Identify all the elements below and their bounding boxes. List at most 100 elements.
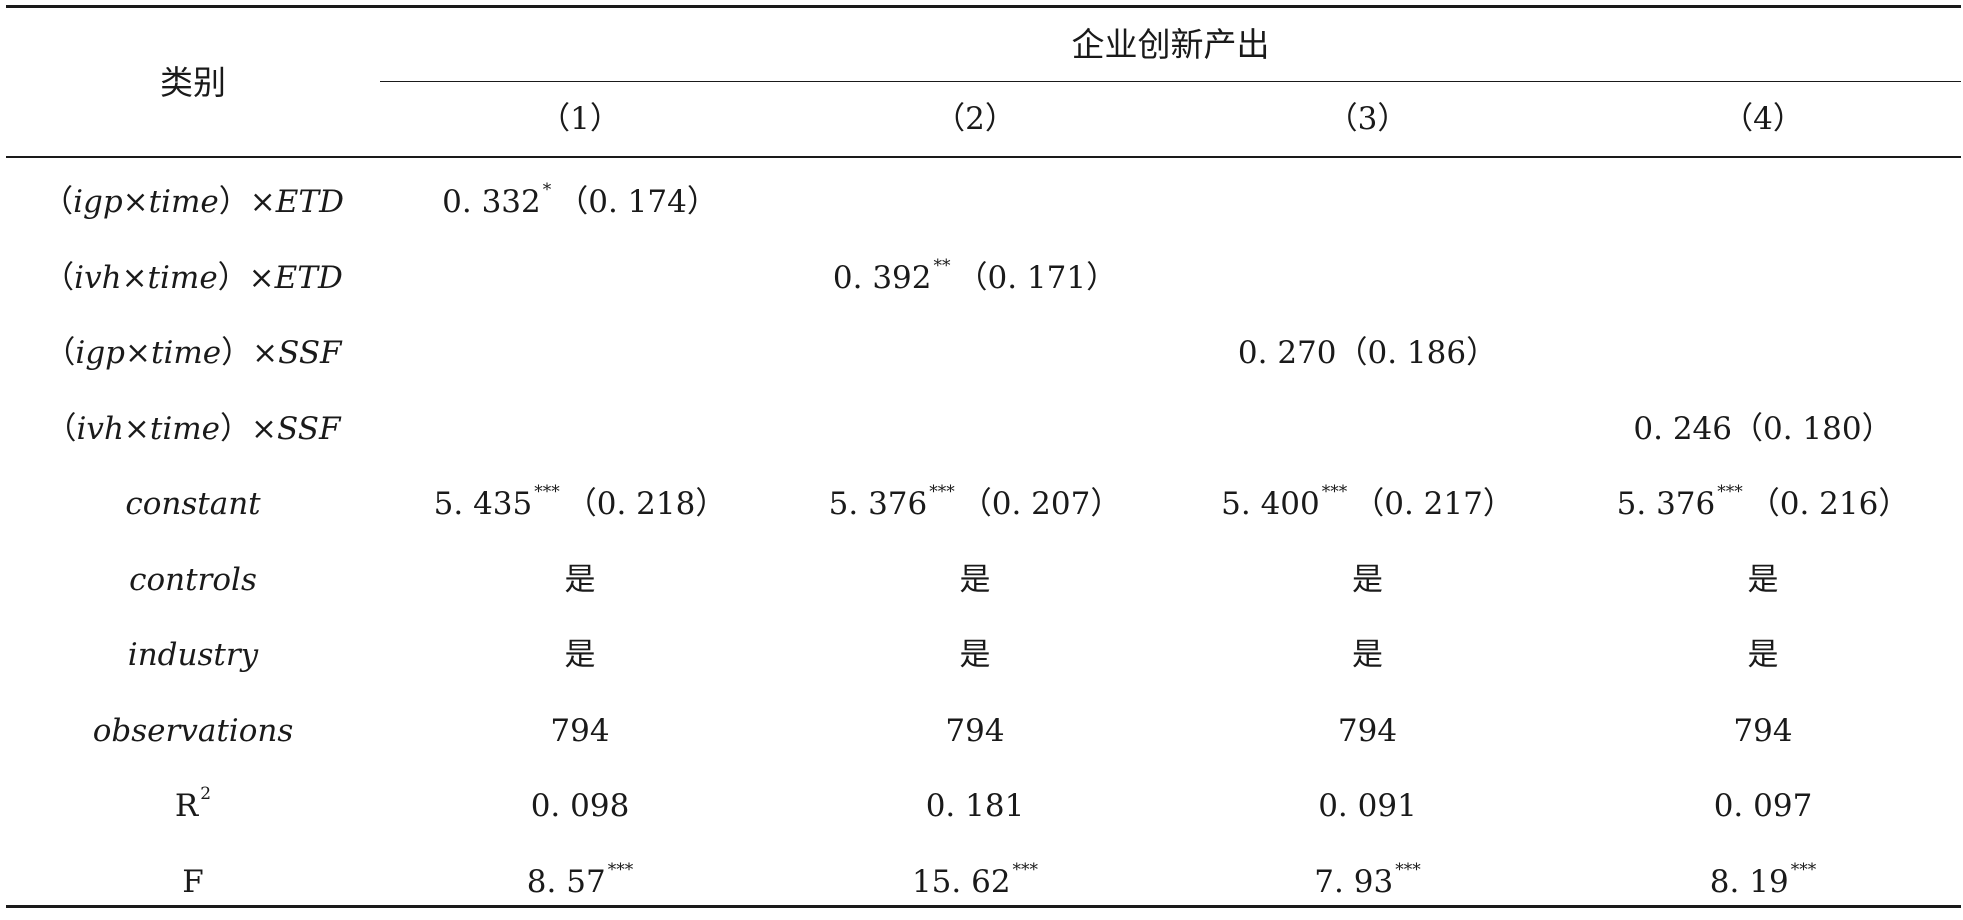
significance-stars: *** <box>1013 862 1039 879</box>
cell-value: 15. 62 <box>912 867 1011 898</box>
row-label-part: time <box>151 338 221 369</box>
row-label-part: （ <box>46 414 77 445</box>
header-category: 类别 <box>6 8 380 156</box>
table-cell: 0. 091 <box>1170 769 1565 845</box>
row-label-part: × <box>125 338 151 369</box>
cell-value: 是 <box>960 640 991 671</box>
table-cell: 8. 57*** <box>380 845 780 920</box>
standard-error: （0. 217） <box>1353 489 1514 520</box>
cell-value: 5. 376 <box>829 489 928 520</box>
row-label-part: igp <box>75 338 125 369</box>
cell-value: 7. 93 <box>1314 867 1393 898</box>
row-label: F <box>6 845 380 920</box>
cell-value: 5. 400 <box>1221 489 1320 520</box>
row-label: （ivh×time）×ETD <box>6 241 380 317</box>
row-label: （ivh×time）×SSF <box>6 392 380 468</box>
header-col-3: （3） <box>1170 82 1565 156</box>
cell-value: 8. 19 <box>1710 867 1789 898</box>
standard-error: （0. 218） <box>566 489 727 520</box>
row-label-part: （ <box>43 263 74 294</box>
cell-value: 0. 181 <box>926 791 1025 822</box>
table-cell: 5. 376***（0. 207） <box>780 467 1170 543</box>
row-label-part: ） <box>221 338 252 369</box>
table-cell: 794 <box>380 694 780 770</box>
cell-value: 0. 270 <box>1238 338 1337 369</box>
row-label-part: × <box>123 187 149 218</box>
row-label-part: × <box>122 263 148 294</box>
significance-stars: *** <box>608 862 634 879</box>
table-cell: 15. 62*** <box>780 845 1170 920</box>
row-label-part: × <box>124 414 150 445</box>
table-cell: 0. 098 <box>380 769 780 845</box>
row-label-text: observations <box>93 716 294 747</box>
row-label-part: igp <box>73 187 123 218</box>
row-label-part: time <box>150 414 220 445</box>
row-label-part: × <box>252 338 278 369</box>
table-cell: 是 <box>780 618 1170 694</box>
cell-value: 是 <box>565 565 596 596</box>
row-label: （igp×time）×SSF <box>6 316 380 392</box>
table-cell: 0. 097 <box>1565 769 1961 845</box>
table-cell: 0. 270（0. 186） <box>1170 316 1565 392</box>
cell-value: 是 <box>1352 640 1383 671</box>
table-cell: 7. 93*** <box>1170 845 1565 920</box>
row-label-part: ivh <box>74 263 121 294</box>
cell-value: 是 <box>1352 565 1383 596</box>
row-label-part: × <box>249 263 275 294</box>
row-label-text: R <box>175 791 198 822</box>
cell-value: 是 <box>1748 640 1779 671</box>
table-cell: 794 <box>1170 694 1565 770</box>
standard-error: （0. 180） <box>1732 414 1893 445</box>
row-label-text: F <box>182 867 204 898</box>
table-cell: 是 <box>1565 543 1961 619</box>
table-cell: 0. 246（0. 180） <box>1565 392 1961 468</box>
row-label-part: × <box>250 187 276 218</box>
significance-stars: *** <box>1322 484 1348 501</box>
cell-value: 794 <box>945 716 1004 747</box>
row-label-part: SSF <box>277 414 340 445</box>
row-label-text: industry <box>128 640 258 671</box>
significance-stars: *** <box>1717 484 1743 501</box>
cell-value: 0. 091 <box>1318 791 1417 822</box>
row-label: observations <box>6 694 380 770</box>
row-label: （igp×time）×ETD <box>6 165 380 241</box>
row-label: industry <box>6 618 380 694</box>
row-label-text: constant <box>125 489 260 520</box>
cell-value: 0. 097 <box>1714 791 1813 822</box>
row-label-part: ） <box>218 263 249 294</box>
header-col-1: （1） <box>380 82 780 156</box>
row-label-part: （ <box>44 338 75 369</box>
significance-stars: * <box>543 182 552 199</box>
table-cell: 8. 19*** <box>1565 845 1961 920</box>
standard-error: （0. 207） <box>961 489 1122 520</box>
row-label-part: ETD <box>275 263 343 294</box>
cell-value: 0. 332 <box>442 187 541 218</box>
cell-value: 794 <box>1338 716 1397 747</box>
row-label-part: ETD <box>276 187 344 218</box>
table-cell: 是 <box>1170 618 1565 694</box>
header-col-4: （4） <box>1565 82 1961 156</box>
significance-stars: *** <box>1395 862 1421 879</box>
table-cell: 5. 400*** （0. 217） <box>1170 467 1565 543</box>
table-cell: 794 <box>1565 694 1961 770</box>
row-label-part: ） <box>219 187 250 218</box>
row-label: controls <box>6 543 380 619</box>
table-cell: 是 <box>1565 618 1961 694</box>
cell-value: 794 <box>1733 716 1792 747</box>
row-label-part: time <box>148 263 218 294</box>
table-cell: 5. 376***（0. 216） <box>1565 467 1961 543</box>
cell-value: 0. 246 <box>1633 414 1732 445</box>
standard-error: （0. 174） <box>557 187 718 218</box>
row-label-part: （ <box>42 187 73 218</box>
header-rule <box>6 156 1961 158</box>
row-label: constant <box>6 467 380 543</box>
table-cell: 是 <box>780 543 1170 619</box>
header-group: 企业创新产出 <box>380 8 1961 81</box>
header-col-2: （2） <box>780 82 1170 156</box>
cell-value: 5. 435 <box>434 489 533 520</box>
significance-stars: ** <box>934 258 951 275</box>
row-label-part: ） <box>220 414 251 445</box>
row-label-part: time <box>149 187 219 218</box>
table-cell: 是 <box>380 543 780 619</box>
